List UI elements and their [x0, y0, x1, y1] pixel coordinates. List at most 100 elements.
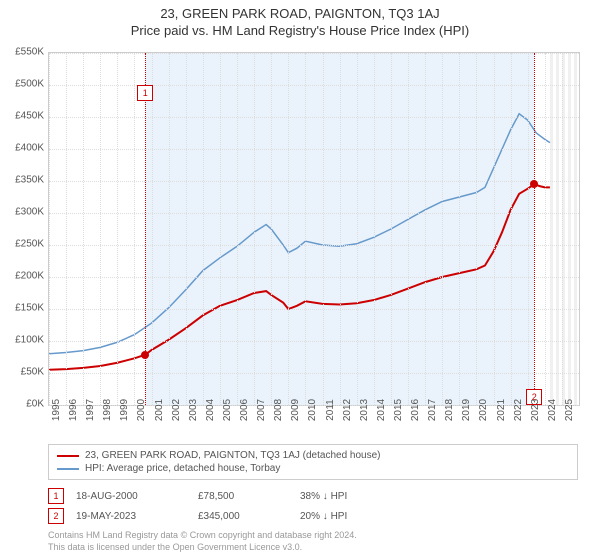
title-block: 23, GREEN PARK ROAD, PAIGNTON, TQ3 1AJ P… [0, 0, 600, 38]
x-tick-label: 2013 [359, 399, 370, 421]
legend-label-hpi: HPI: Average price, detached house, Torb… [85, 463, 280, 474]
x-tick-label: 2003 [188, 399, 199, 421]
x-tick-label: 2023 [530, 399, 541, 421]
gridline-h [49, 309, 579, 310]
gridline-h [49, 245, 579, 246]
x-tick-label: 2002 [171, 399, 182, 421]
y-tick-label: £250K [15, 239, 44, 250]
sales-row-number: 1 [48, 488, 64, 504]
gridline-v [100, 53, 101, 405]
sales-row-pct: 38% ↓ HPI [300, 491, 400, 502]
x-tick-label: 2021 [496, 399, 507, 421]
gridline-v [152, 53, 153, 405]
sales-row-pct: 20% ↓ HPI [300, 511, 400, 522]
x-tick-label: 2006 [239, 399, 250, 421]
gridline-v [288, 53, 289, 405]
x-tick-label: 1995 [51, 399, 62, 421]
gridline-h [49, 149, 579, 150]
gridline-v [203, 53, 204, 405]
gridline-v [83, 53, 84, 405]
y-tick-label: £200K [15, 271, 44, 282]
x-tick-label: 2016 [410, 399, 421, 421]
gridline-h [49, 117, 579, 118]
x-tick-label: 2000 [136, 399, 147, 421]
legend-box: 23, GREEN PARK ROAD, PAIGNTON, TQ3 1AJ (… [48, 444, 578, 480]
plot-area: 12 [48, 52, 580, 406]
legend-swatch-property [57, 455, 79, 457]
x-tick-label: 2017 [427, 399, 438, 421]
y-tick-label: £100K [15, 335, 44, 346]
gridline-h [49, 373, 579, 374]
gridline-v [271, 53, 272, 405]
gridline-v [340, 53, 341, 405]
x-tick-label: 1996 [68, 399, 79, 421]
y-tick-label: £500K [15, 79, 44, 90]
sale-marker-line [534, 53, 535, 405]
sales-row: 118-AUG-2000£78,50038% ↓ HPI [48, 486, 578, 506]
gridline-v [117, 53, 118, 405]
gridline-v [511, 53, 512, 405]
y-tick-label: £550K [15, 47, 44, 58]
x-tick-label: 2007 [256, 399, 267, 421]
gridline-v [459, 53, 460, 405]
chart-subtitle: Price paid vs. HM Land Registry's House … [0, 23, 600, 38]
x-tick-label: 2022 [513, 399, 524, 421]
legend-swatch-hpi [57, 468, 79, 470]
x-tick-label: 2012 [342, 399, 353, 421]
x-tick-label: 2024 [547, 399, 558, 421]
x-tick-label: 1997 [85, 399, 96, 421]
line-series-svg [49, 53, 579, 405]
gridline-v [49, 53, 50, 405]
legend-and-footer: 23, GREEN PARK ROAD, PAIGNTON, TQ3 1AJ (… [48, 444, 578, 553]
y-tick-label: £350K [15, 175, 44, 186]
gridline-v [476, 53, 477, 405]
sales-row: 219-MAY-2023£345,00020% ↓ HPI [48, 506, 578, 526]
y-tick-label: £300K [15, 207, 44, 218]
sale-dot [141, 351, 149, 359]
gridline-h [49, 53, 579, 54]
gridline-v [323, 53, 324, 405]
x-tick-label: 2001 [154, 399, 165, 421]
gridline-v [134, 53, 135, 405]
sale-dot [530, 180, 538, 188]
gridline-v [186, 53, 187, 405]
gridline-v [66, 53, 67, 405]
y-tick-label: £450K [15, 111, 44, 122]
sales-row-price: £78,500 [198, 491, 288, 502]
x-tick-label: 2018 [444, 399, 455, 421]
gridline-v [357, 53, 358, 405]
gridline-v [408, 53, 409, 405]
x-tick-label: 2015 [393, 399, 404, 421]
x-tick-label: 2019 [461, 399, 472, 421]
credit-text: Contains HM Land Registry data © Crown c… [48, 530, 578, 553]
gridline-v [562, 53, 563, 405]
gridline-v [494, 53, 495, 405]
gridline-h [49, 213, 579, 214]
x-tick-label: 2020 [478, 399, 489, 421]
x-axis: 1995199619971998199920002001200220032004… [48, 406, 578, 446]
x-tick-label: 2009 [290, 399, 301, 421]
gridline-v [442, 53, 443, 405]
chart-title: 23, GREEN PARK ROAD, PAIGNTON, TQ3 1AJ [0, 6, 600, 21]
credit-line-2: This data is licensed under the Open Gov… [48, 542, 302, 552]
x-tick-label: 2008 [273, 399, 284, 421]
x-tick-label: 1998 [102, 399, 113, 421]
gridline-v [169, 53, 170, 405]
x-tick-label: 2025 [564, 399, 575, 421]
gridline-h [49, 85, 579, 86]
y-tick-label: £400K [15, 143, 44, 154]
sales-row-price: £345,000 [198, 511, 288, 522]
sale-marker-box: 1 [137, 85, 153, 101]
sales-row-number: 2 [48, 508, 64, 524]
y-tick-label: £150K [15, 303, 44, 314]
x-tick-label: 2011 [325, 399, 336, 421]
gridline-v [237, 53, 238, 405]
gridline-h [49, 341, 579, 342]
x-tick-label: 1999 [119, 399, 130, 421]
gridline-v [305, 53, 306, 405]
sales-table: 118-AUG-2000£78,50038% ↓ HPI219-MAY-2023… [48, 486, 578, 526]
gridline-h [49, 181, 579, 182]
x-tick-label: 2005 [222, 399, 233, 421]
gridline-v [545, 53, 546, 405]
gridline-v [374, 53, 375, 405]
